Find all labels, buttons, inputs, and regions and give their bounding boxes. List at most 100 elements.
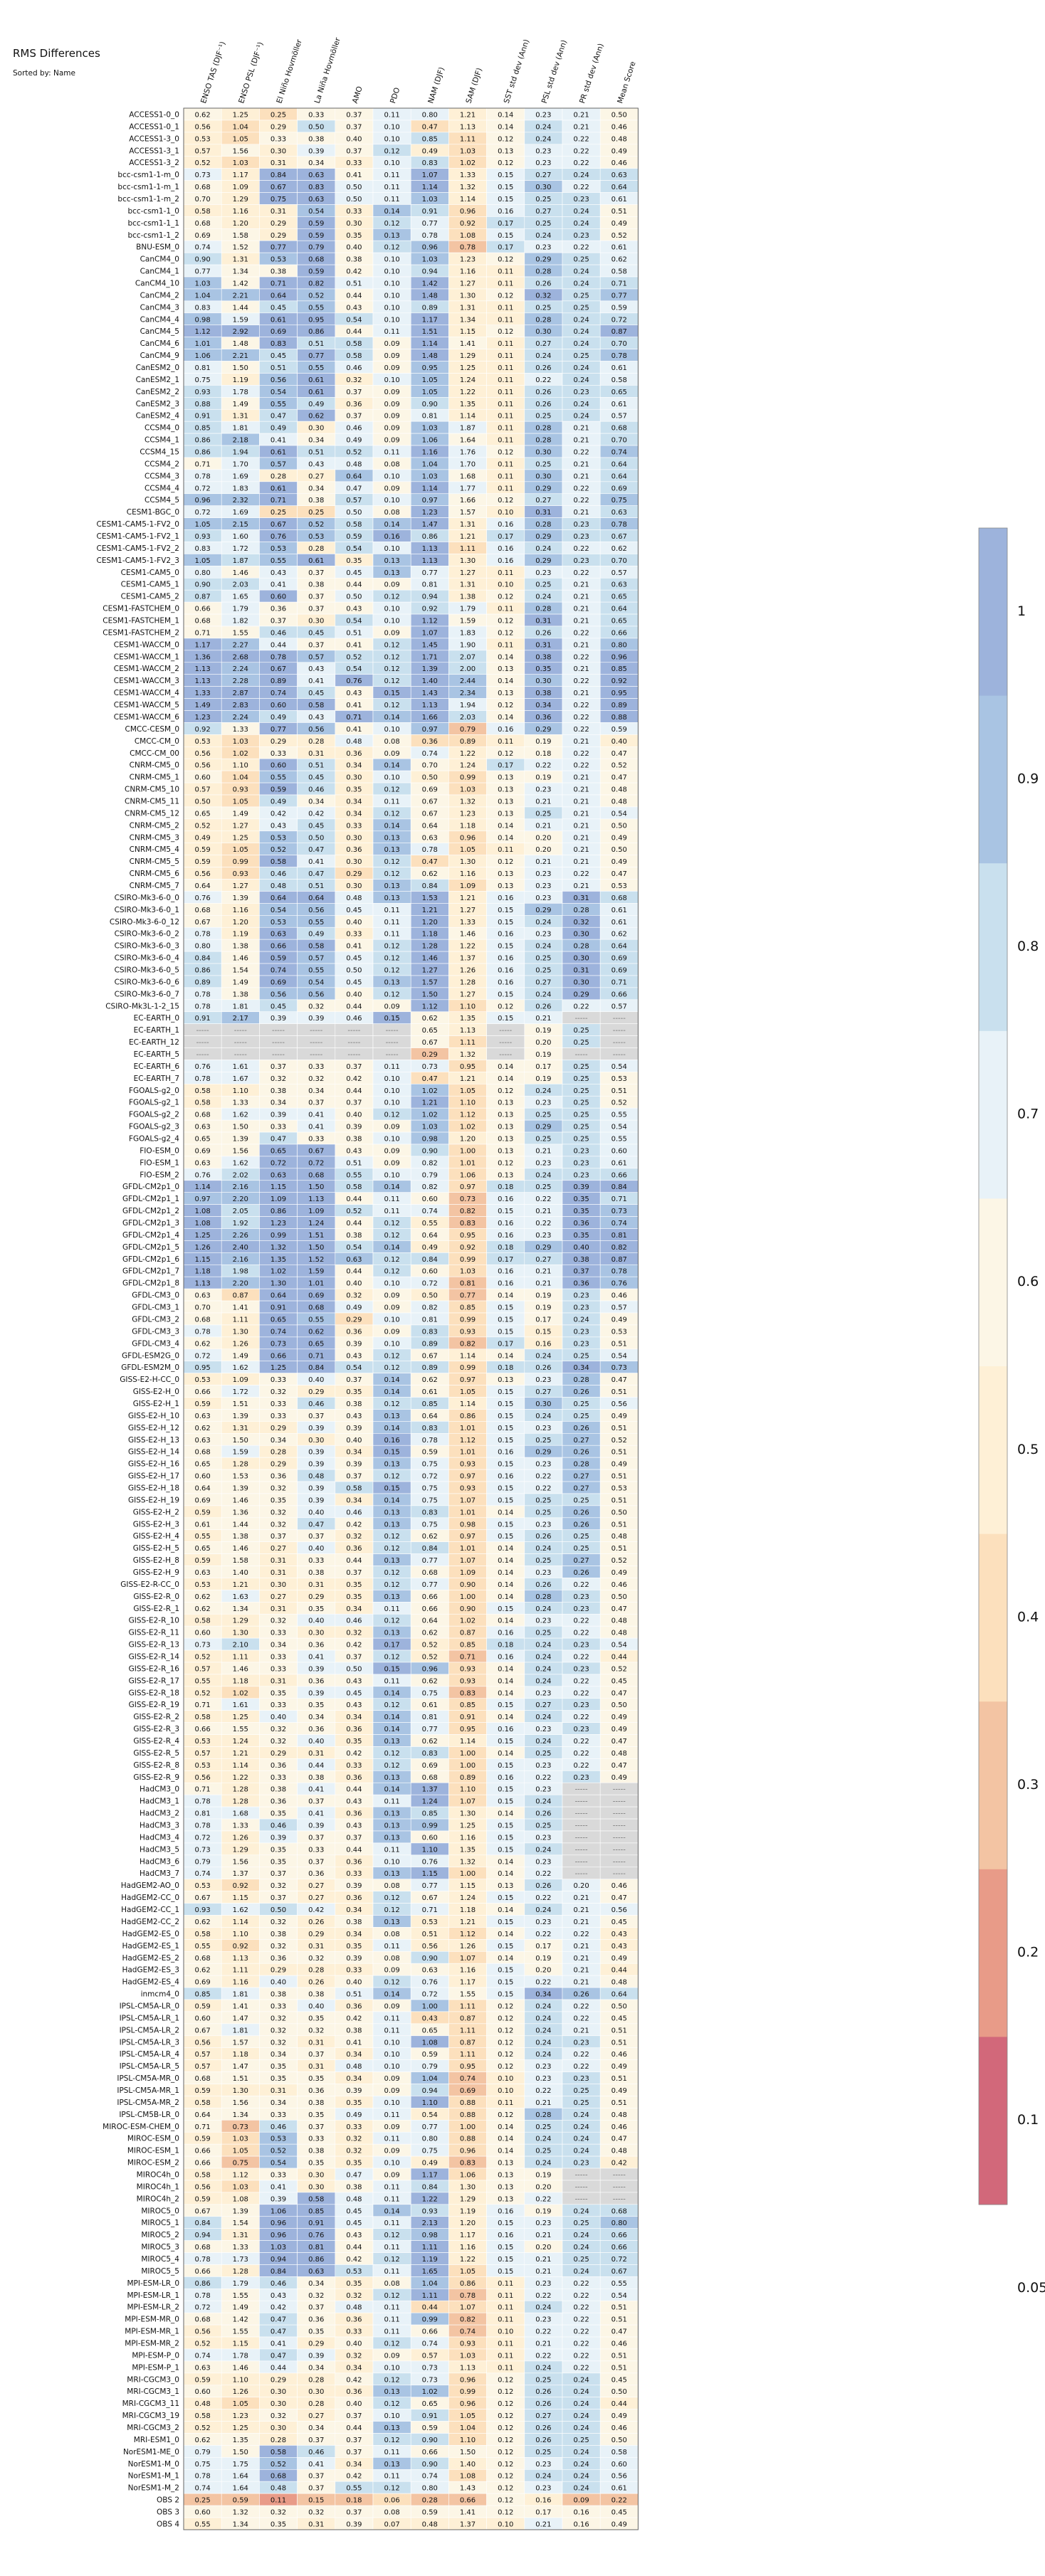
cell-value: 0.40: [346, 135, 362, 143]
cell-value: 0.84: [422, 2183, 438, 2191]
cell-value: 0.45: [308, 690, 324, 697]
cell-value: 2.92: [233, 328, 248, 336]
cell-value: 0.12: [384, 147, 399, 155]
cell-value: 0.40: [271, 1979, 286, 1987]
cell-value: 0.22: [535, 2087, 551, 2095]
cell-value: 0.59: [194, 846, 210, 854]
cell-value: 0.63: [194, 1159, 210, 1167]
cell-value: 1.67: [233, 1075, 248, 1083]
cell-value: 0.22: [535, 762, 551, 770]
cell-value: 0.86: [271, 1208, 286, 1215]
cell-value: 0.64: [611, 606, 627, 613]
cell-value: 1.22: [460, 389, 476, 396]
cell-value: 1.42: [422, 280, 438, 287]
cell-value: 0.11: [384, 171, 399, 179]
cell-value: 0.14: [384, 762, 399, 770]
cell-value: 1.59: [233, 1449, 248, 1457]
cell-value: 1.10: [460, 1003, 476, 1010]
cell-value: 0.74: [611, 1220, 627, 1228]
cell-value: 0.44: [346, 581, 362, 589]
cell-value: 1.26: [460, 966, 476, 974]
cell-value: 0.08: [384, 1931, 399, 1938]
cell-value: 0.78: [422, 232, 438, 240]
cell-value: 0.52: [611, 1099, 627, 1107]
cell-value: 0.13: [498, 1882, 513, 1890]
cell-value: 1.13: [233, 1955, 248, 1963]
cell-value: 0.15: [498, 2244, 513, 2252]
cell-value: 0.21: [573, 774, 589, 782]
cell-value: 0.19: [535, 2171, 551, 2179]
cell-value: 0.13: [498, 774, 513, 782]
cell-value: 1.38: [233, 991, 248, 998]
cell-value: 0.42: [346, 1642, 362, 1649]
cell-value: 0.72: [611, 316, 627, 324]
cell-value: 0.34: [346, 1906, 362, 1914]
cell-value: 1.81: [233, 1003, 248, 1010]
cell-value: 1.01: [308, 1280, 324, 1288]
cell-value: 0.93: [422, 2207, 438, 2215]
cell-value: 0.37: [308, 641, 324, 649]
cell-value: 0.23: [535, 2075, 551, 2083]
cell-value: 0.52: [611, 1557, 627, 1565]
cell-value: 0.77: [460, 1292, 476, 1300]
cell-value: 0.64: [422, 1232, 438, 1240]
cell-value: 0.09: [384, 581, 399, 589]
cell-value: 0.30: [573, 978, 589, 986]
cell-value: -----: [575, 1810, 588, 1818]
cell-value: 0.60: [194, 1630, 210, 1637]
cell-value: 0.16: [498, 1449, 513, 1457]
cell-value: 0.48: [611, 1750, 627, 1758]
cell-value: 0.23: [573, 1665, 589, 1673]
cell-value: 0.50: [611, 1509, 627, 1516]
cell-value: 0.24: [573, 413, 589, 421]
cell-value: 0.10: [384, 1280, 399, 1288]
cell-value: 0.13: [498, 786, 513, 794]
cell-value: 0.27: [308, 2412, 324, 2420]
cell-value: 0.51: [611, 2364, 627, 2372]
cell-value: 0.44: [346, 328, 362, 336]
cell-value: 0.68: [194, 220, 210, 228]
cell-value: 0.22: [573, 569, 589, 577]
cell-value: 0.16: [384, 1437, 399, 1445]
row-label: bcc-csm1-1-m_2: [117, 195, 179, 204]
cell-value: 0.61: [611, 1159, 627, 1167]
cell-value: 0.44: [611, 1654, 627, 1662]
cell-value: 0.76: [422, 1979, 438, 1987]
cell-value: 0.09: [384, 1003, 399, 1010]
cell-value: 0.44: [346, 1195, 362, 1203]
cell-value: 1.32: [460, 1858, 476, 1866]
cell-value: 0.36: [271, 1762, 286, 1770]
cell-value: 0.12: [384, 1220, 399, 1228]
cell-value: 0.24: [573, 2111, 589, 2119]
cell-value: 0.30: [573, 955, 589, 963]
cell-value: 0.25: [573, 1099, 589, 1107]
cell-value: 1.08: [422, 2039, 438, 2047]
cell-value: 0.22: [573, 1931, 589, 1938]
cell-value: 1.34: [460, 316, 476, 324]
cell-value: 0.33: [271, 2002, 286, 2010]
cell-value: 1.23: [233, 2412, 248, 2420]
cell-value: 1.62: [233, 1364, 248, 1372]
cell-value: 0.81: [422, 413, 438, 421]
cell-value: 1.40: [233, 1569, 248, 1577]
cell-value: 0.23: [535, 1689, 551, 1697]
cell-value: 0.23: [535, 159, 551, 167]
row-label: GFDL-CM2p1_4: [122, 1231, 179, 1240]
cell-value: 2.21: [233, 292, 248, 300]
cell-value: 0.56: [194, 123, 210, 131]
cell-value: 0.34: [271, 1099, 286, 1107]
cell-value: 0.45: [346, 2219, 362, 2227]
cell-value: 1.09: [460, 882, 476, 890]
cell-value: 1.50: [460, 2449, 476, 2456]
cell-value: 0.33: [308, 2136, 324, 2143]
cell-value: 0.38: [346, 2183, 362, 2191]
cell-value: 0.20: [535, 1039, 551, 1047]
cell-value: 1.15: [422, 1870, 438, 1878]
row-label: CSIRO-Mk3-6-0_3: [115, 942, 179, 951]
cell-value: 0.12: [498, 2388, 513, 2396]
cell-value: 0.59: [422, 2509, 438, 2517]
cell-value: 0.42: [308, 810, 324, 818]
cell-value: 1.27: [233, 822, 248, 830]
row-label: CCSM4_1: [145, 436, 179, 445]
cell-value: 1.34: [233, 2111, 248, 2119]
